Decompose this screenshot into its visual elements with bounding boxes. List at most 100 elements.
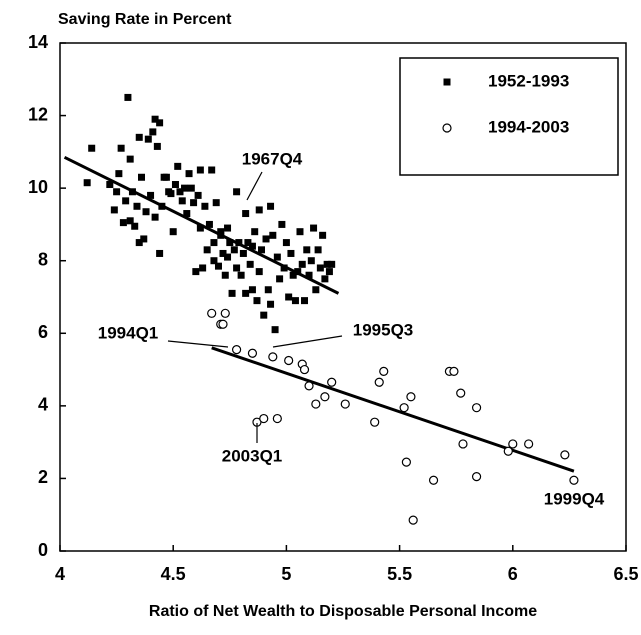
point <box>399 403 409 413</box>
point <box>471 472 482 482</box>
point <box>325 268 333 276</box>
point <box>83 179 91 187</box>
point <box>282 239 290 247</box>
y-tick-label: 12 <box>28 104 48 124</box>
point <box>253 297 261 305</box>
x-tick-label: 5 <box>281 564 291 584</box>
point <box>323 260 331 268</box>
point <box>194 191 202 199</box>
point <box>560 450 570 460</box>
point <box>291 297 299 305</box>
annotation-leader <box>272 335 343 348</box>
chart-title: Saving Rate in Percent <box>58 11 232 28</box>
point <box>171 181 179 189</box>
point <box>131 222 139 230</box>
point <box>128 188 136 196</box>
annotation: 1967Q4 <box>242 149 303 168</box>
y-tick-label: 14 <box>28 32 48 52</box>
point <box>214 262 222 270</box>
point <box>370 417 380 427</box>
x-axis-label: Ratio of Net Wealth to Disposable Person… <box>149 603 537 620</box>
annotation: 1995Q3 <box>353 320 414 339</box>
point <box>151 213 159 221</box>
point <box>247 348 258 358</box>
y-tick-label: 4 <box>38 395 48 415</box>
point <box>233 264 241 272</box>
point <box>312 286 320 294</box>
point <box>310 224 318 232</box>
point <box>162 173 170 181</box>
point <box>106 181 114 189</box>
point <box>210 257 218 265</box>
point <box>239 249 247 257</box>
y-tick-label: 0 <box>38 540 48 560</box>
point <box>201 202 209 210</box>
annotation: 1999Q4 <box>544 489 605 508</box>
point <box>242 210 250 218</box>
point <box>248 242 256 250</box>
point <box>183 210 191 218</box>
point <box>244 239 252 247</box>
point <box>156 249 164 257</box>
point <box>271 326 279 334</box>
point <box>251 228 259 236</box>
point <box>217 228 225 236</box>
point <box>122 197 130 205</box>
point <box>508 439 518 449</box>
point <box>212 199 220 207</box>
point <box>199 264 207 272</box>
point <box>228 289 236 297</box>
point <box>262 235 270 243</box>
y-tick-label: 6 <box>38 322 48 342</box>
point <box>320 392 330 402</box>
point <box>117 144 125 152</box>
legend-marker <box>443 78 451 86</box>
point <box>140 235 148 243</box>
point <box>167 190 175 198</box>
point <box>296 228 304 236</box>
point <box>379 366 389 376</box>
legend-marker <box>442 123 452 133</box>
point <box>230 246 238 254</box>
point <box>284 355 294 366</box>
point <box>185 170 193 178</box>
point <box>569 475 579 485</box>
point <box>187 184 195 192</box>
point <box>298 260 306 268</box>
point <box>276 275 284 283</box>
point <box>267 202 275 210</box>
x-tick-label: 6 <box>508 564 518 584</box>
point <box>217 231 225 239</box>
point <box>126 217 134 225</box>
y-tick-label: 2 <box>38 467 48 487</box>
point <box>269 231 277 239</box>
point <box>340 399 350 409</box>
point <box>226 239 234 247</box>
point <box>192 268 200 276</box>
point <box>135 239 143 247</box>
point <box>219 249 227 257</box>
point <box>260 311 268 319</box>
point <box>151 115 159 123</box>
point <box>110 206 118 214</box>
annotation: 1994Q1 <box>98 323 159 342</box>
point <box>259 413 269 424</box>
point <box>267 300 275 308</box>
point <box>220 308 230 318</box>
point <box>280 264 288 272</box>
fit-line <box>211 346 575 473</box>
point <box>406 392 416 402</box>
plot-frame <box>59 42 627 552</box>
annotation-leader <box>246 171 263 201</box>
point <box>294 268 302 276</box>
point <box>257 246 265 254</box>
legend-box <box>399 57 619 176</box>
point <box>304 381 314 391</box>
point <box>428 475 439 485</box>
point <box>237 271 245 279</box>
point <box>124 93 132 101</box>
point <box>287 249 295 257</box>
point <box>299 364 310 375</box>
point <box>119 219 127 227</box>
